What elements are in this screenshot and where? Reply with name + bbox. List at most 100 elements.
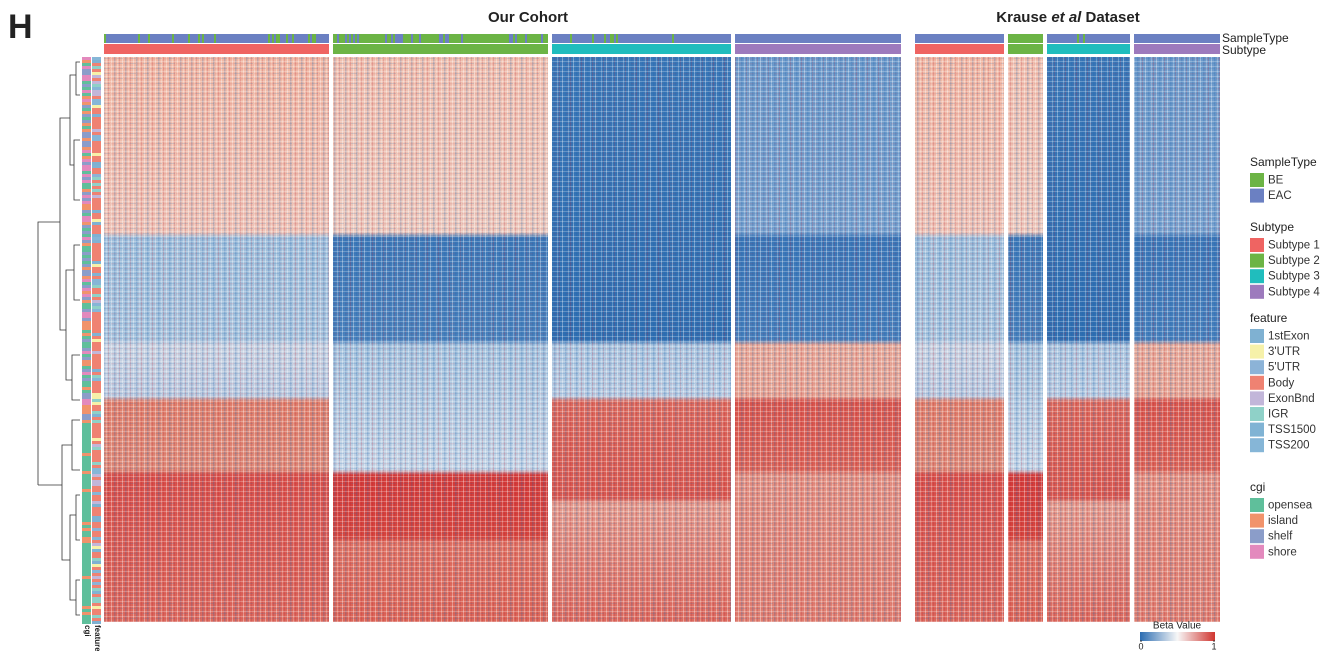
row-annotations <box>82 57 101 624</box>
sampletype-bar <box>604 34 606 43</box>
sampletype-bar <box>592 34 594 43</box>
cgi-strip <box>82 231 91 234</box>
feature-strip <box>92 330 101 333</box>
legend-label: Subtype 3 <box>1268 271 1320 283</box>
feature-strip <box>92 87 101 90</box>
cgi-strip <box>82 564 91 567</box>
sampletype-bar <box>439 34 441 43</box>
feature-strip <box>92 546 101 549</box>
col-annotation-label: Subtype <box>1222 43 1266 57</box>
cgi-strip <box>82 342 91 345</box>
feature-strip <box>92 531 101 534</box>
cgi-strip <box>82 480 91 483</box>
feature-strip <box>92 540 101 543</box>
feature-strip <box>92 582 101 585</box>
cgi-strip <box>82 60 91 63</box>
cgi-strip <box>82 339 91 342</box>
cgi-strip <box>82 186 91 189</box>
feature-strip <box>92 321 101 324</box>
cgi-strip <box>82 168 91 171</box>
feature-strip <box>92 567 101 570</box>
cgi-strip <box>82 315 91 318</box>
feature-strip <box>92 210 101 213</box>
cgi-strip <box>82 264 91 267</box>
cgi-strip <box>82 399 91 402</box>
feature-strip <box>92 339 101 342</box>
feature-strip <box>92 69 101 72</box>
feature-strip <box>92 447 101 450</box>
cgi-strip <box>82 498 91 501</box>
cgi-strip <box>82 174 91 177</box>
feature-strip <box>92 129 101 132</box>
cgi-strip <box>82 378 91 381</box>
cgi-strip <box>82 573 91 576</box>
feature-strip <box>92 270 101 273</box>
feature-strip <box>92 342 101 345</box>
cgi-strip <box>82 543 91 546</box>
cgi-strip <box>82 285 91 288</box>
cgi-strip <box>82 204 91 207</box>
feature-strip <box>92 603 101 606</box>
feature-strip <box>92 141 101 144</box>
cgi-strip <box>82 252 91 255</box>
cgi-strip <box>82 327 91 330</box>
feature-strip <box>92 486 101 489</box>
cgi-strip <box>82 354 91 357</box>
sampletype-bar <box>148 34 150 43</box>
row-annotation-label: feature <box>93 625 102 651</box>
feature-strip <box>92 288 101 291</box>
feature-strip <box>92 423 101 426</box>
feature-strip <box>92 222 101 225</box>
sampletype-bar <box>345 34 347 43</box>
sampletype-bar <box>1008 34 1043 43</box>
group-title: Krause et al Dataset <box>996 9 1139 26</box>
feature-strip <box>92 279 101 282</box>
feature-strip <box>92 414 101 417</box>
sampletype-bar <box>541 34 543 43</box>
group-title: Our Cohort <box>488 9 568 26</box>
feature-strip <box>92 354 101 357</box>
cgi-strip <box>82 336 91 339</box>
subtype-bar <box>1047 44 1130 54</box>
cgi-strip <box>82 444 91 447</box>
cgi-strip <box>82 135 91 138</box>
cgi-strip <box>82 351 91 354</box>
heatmap-texture <box>333 57 548 622</box>
legend-label: 3'UTR <box>1268 346 1300 358</box>
legend-label: BE <box>1268 175 1284 187</box>
legend-swatch <box>1250 438 1264 453</box>
cgi-strip <box>82 57 91 60</box>
feature-strip <box>92 399 101 402</box>
feature-strip <box>92 516 101 519</box>
feature-strip <box>92 186 101 189</box>
cgi-strip <box>82 393 91 396</box>
feature-strip <box>92 465 101 468</box>
feature-strip <box>92 255 101 258</box>
legend-label: Subtype 2 <box>1268 255 1320 267</box>
feature-strip <box>92 501 101 504</box>
cgi-strip <box>82 66 91 69</box>
cgi-strip <box>82 357 91 360</box>
cgi-strip <box>82 567 91 570</box>
feature-strip <box>92 549 101 552</box>
sampletype-bar <box>397 34 399 43</box>
feature-strip <box>92 180 101 183</box>
heatmap-texture <box>1134 57 1220 622</box>
cgi-strip <box>82 312 91 315</box>
cgi-strip <box>82 321 91 324</box>
feature-strip <box>92 570 101 573</box>
cgi-strip <box>82 615 91 618</box>
sampletype-bar <box>511 34 513 43</box>
cgi-strip <box>82 273 91 276</box>
feature-strip <box>92 213 101 216</box>
sampletype-bar <box>308 34 310 43</box>
legend-swatch <box>1250 253 1264 268</box>
feature-strip <box>92 90 101 93</box>
cgi-strip <box>82 291 91 294</box>
feature-strip <box>92 228 101 231</box>
cgi-strip <box>82 612 91 615</box>
cgi-strip <box>82 126 91 129</box>
cgi-strip <box>82 249 91 252</box>
cgi-strip <box>82 474 91 477</box>
legend-swatch <box>1250 529 1264 544</box>
